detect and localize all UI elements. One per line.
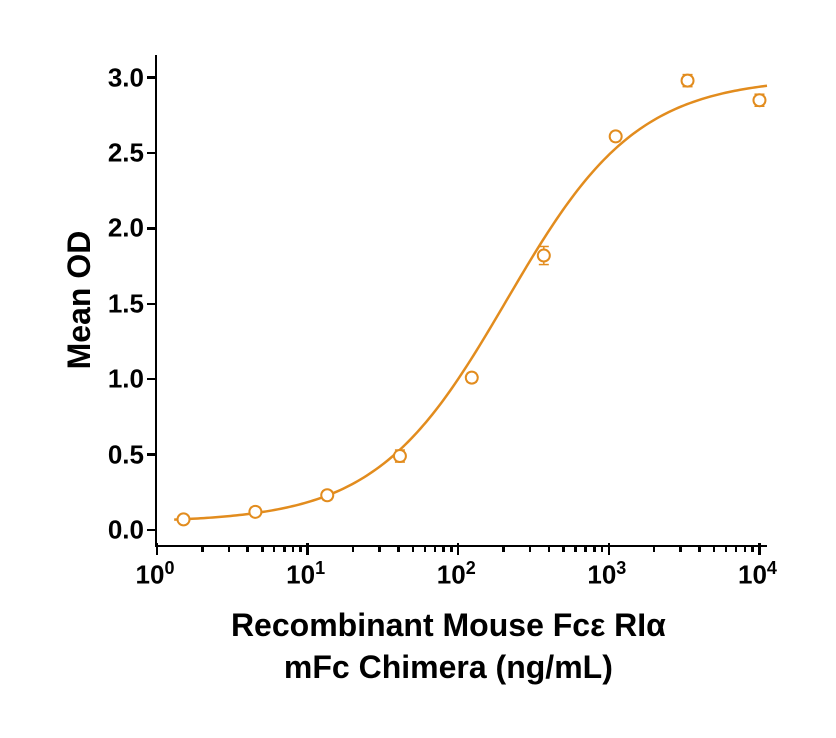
data-point (682, 75, 694, 87)
chart-svg (157, 55, 767, 545)
dose-response-chart: Mean OD Recombinant Mouse Fcε RIα mFc Ch… (0, 0, 836, 738)
y-axis-title: Mean OD (61, 231, 98, 370)
x-minor-tick (502, 545, 505, 552)
x-minor-tick (201, 545, 204, 552)
x-tick (608, 543, 611, 555)
y-tick-label: 2.0 (108, 213, 144, 244)
x-minor-tick (283, 545, 286, 552)
y-tick (147, 227, 157, 230)
x-tick (758, 543, 761, 555)
x-tick-label: 100 (136, 558, 175, 591)
x-minor-tick (698, 545, 701, 552)
x-minor-tick (228, 545, 231, 552)
x-minor-tick (593, 545, 596, 552)
x-minor-tick (352, 545, 355, 552)
x-minor-tick (434, 545, 437, 552)
x-minor-tick (574, 545, 577, 552)
x-axis-title: Recombinant Mouse Fcε RIα mFc Chimera (n… (68, 605, 828, 688)
x-tick (156, 543, 159, 555)
data-point (610, 130, 622, 142)
y-tick-label: 1.0 (108, 364, 144, 395)
y-tick (147, 76, 157, 79)
x-minor-tick (273, 545, 276, 552)
x-minor-tick (292, 545, 295, 552)
data-point (249, 506, 261, 518)
y-tick-label: 3.0 (108, 62, 144, 93)
y-tick-label: 0.5 (108, 439, 144, 470)
x-minor-tick (246, 545, 249, 552)
x-minor-tick (744, 545, 747, 552)
y-tick-label: 1.5 (108, 288, 144, 319)
x-minor-tick (529, 545, 532, 552)
x-minor-tick (397, 545, 400, 552)
y-tick (147, 152, 157, 155)
x-minor-tick (412, 545, 415, 552)
data-point (466, 372, 478, 384)
x-minor-tick (653, 545, 656, 552)
x-tick (306, 543, 309, 555)
x-minor-tick (584, 545, 587, 552)
x-minor-tick (601, 545, 604, 552)
x-minor-tick (735, 545, 738, 552)
x-minor-tick (562, 545, 565, 552)
y-tick (147, 378, 157, 381)
x-minor-tick (751, 545, 754, 552)
x-tick-label: 102 (437, 558, 476, 591)
data-point (538, 250, 550, 262)
x-minor-tick (713, 545, 716, 552)
y-tick (147, 303, 157, 306)
y-tick-label: 0.0 (108, 514, 144, 545)
plot-area (155, 55, 767, 547)
data-point (178, 513, 190, 525)
x-minor-tick (424, 545, 427, 552)
x-minor-tick (261, 545, 264, 552)
x-minor-tick (725, 545, 728, 552)
x-minor-tick (679, 545, 682, 552)
fit-curve (174, 86, 767, 520)
x-tick-label: 104 (738, 558, 777, 591)
x-minor-tick (442, 545, 445, 552)
x-tick-label: 103 (587, 558, 626, 591)
x-tick-label: 101 (286, 558, 325, 591)
y-tick-label: 2.5 (108, 138, 144, 169)
data-point (321, 489, 333, 501)
x-minor-tick (450, 545, 453, 552)
data-point (394, 450, 406, 462)
x-minor-tick (299, 545, 302, 552)
x-minor-tick (548, 545, 551, 552)
data-point (753, 94, 765, 106)
y-tick (147, 453, 157, 456)
y-tick (147, 529, 157, 532)
x-tick (457, 543, 460, 555)
x-minor-tick (378, 545, 381, 552)
